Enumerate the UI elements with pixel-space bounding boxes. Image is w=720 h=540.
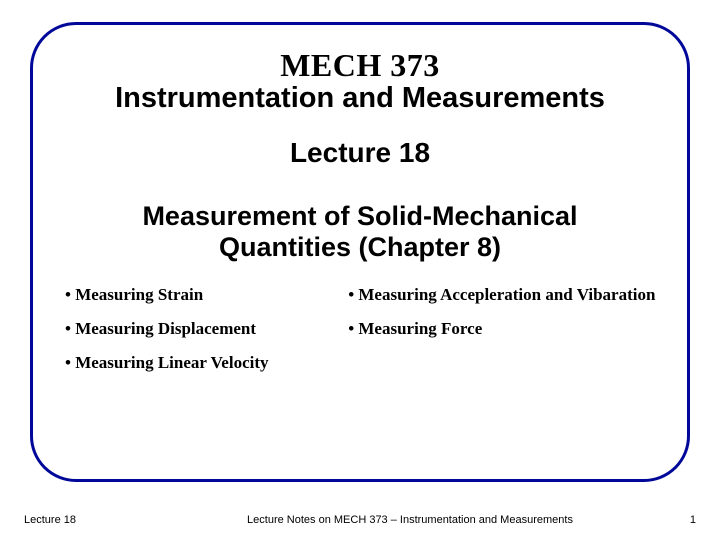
footer: Lecture 18 Lecture Notes on MECH 373 – I…	[0, 514, 720, 526]
course-title: Instrumentation and Measurements	[61, 82, 659, 115]
subtitle-line-1: Measurement of Solid-Mechanical	[61, 201, 659, 232]
bullet-column-left: • Measuring Strain • Measuring Displacem…	[65, 285, 348, 387]
slide-container: MECH 373 Instrumentation and Measurement…	[0, 0, 720, 540]
bullet-column-right: • Measuring Accepleration and Vibaration…	[348, 285, 655, 387]
bullet-item: • Measuring Strain	[65, 285, 348, 305]
bullet-list: • Measuring Strain • Measuring Displacem…	[61, 285, 659, 387]
bullet-item: • Measuring Accepleration and Vibaration	[348, 285, 655, 305]
footer-center: Lecture Notes on MECH 373 – Instrumentat…	[164, 514, 656, 526]
footer-page-number: 1	[656, 514, 696, 526]
course-code: MECH 373	[61, 47, 659, 84]
subtitle-line-2: Quantities (Chapter 8)	[61, 232, 659, 263]
subtitle: Measurement of Solid-Mechanical Quantiti…	[61, 201, 659, 263]
lecture-number: Lecture 18	[61, 137, 659, 169]
bullet-item: • Measuring Force	[348, 319, 655, 339]
footer-left: Lecture 18	[24, 514, 164, 526]
content-box: MECH 373 Instrumentation and Measurement…	[30, 22, 690, 482]
bullet-item: • Measuring Displacement	[65, 319, 348, 339]
bullet-item: • Measuring Linear Velocity	[65, 353, 348, 373]
